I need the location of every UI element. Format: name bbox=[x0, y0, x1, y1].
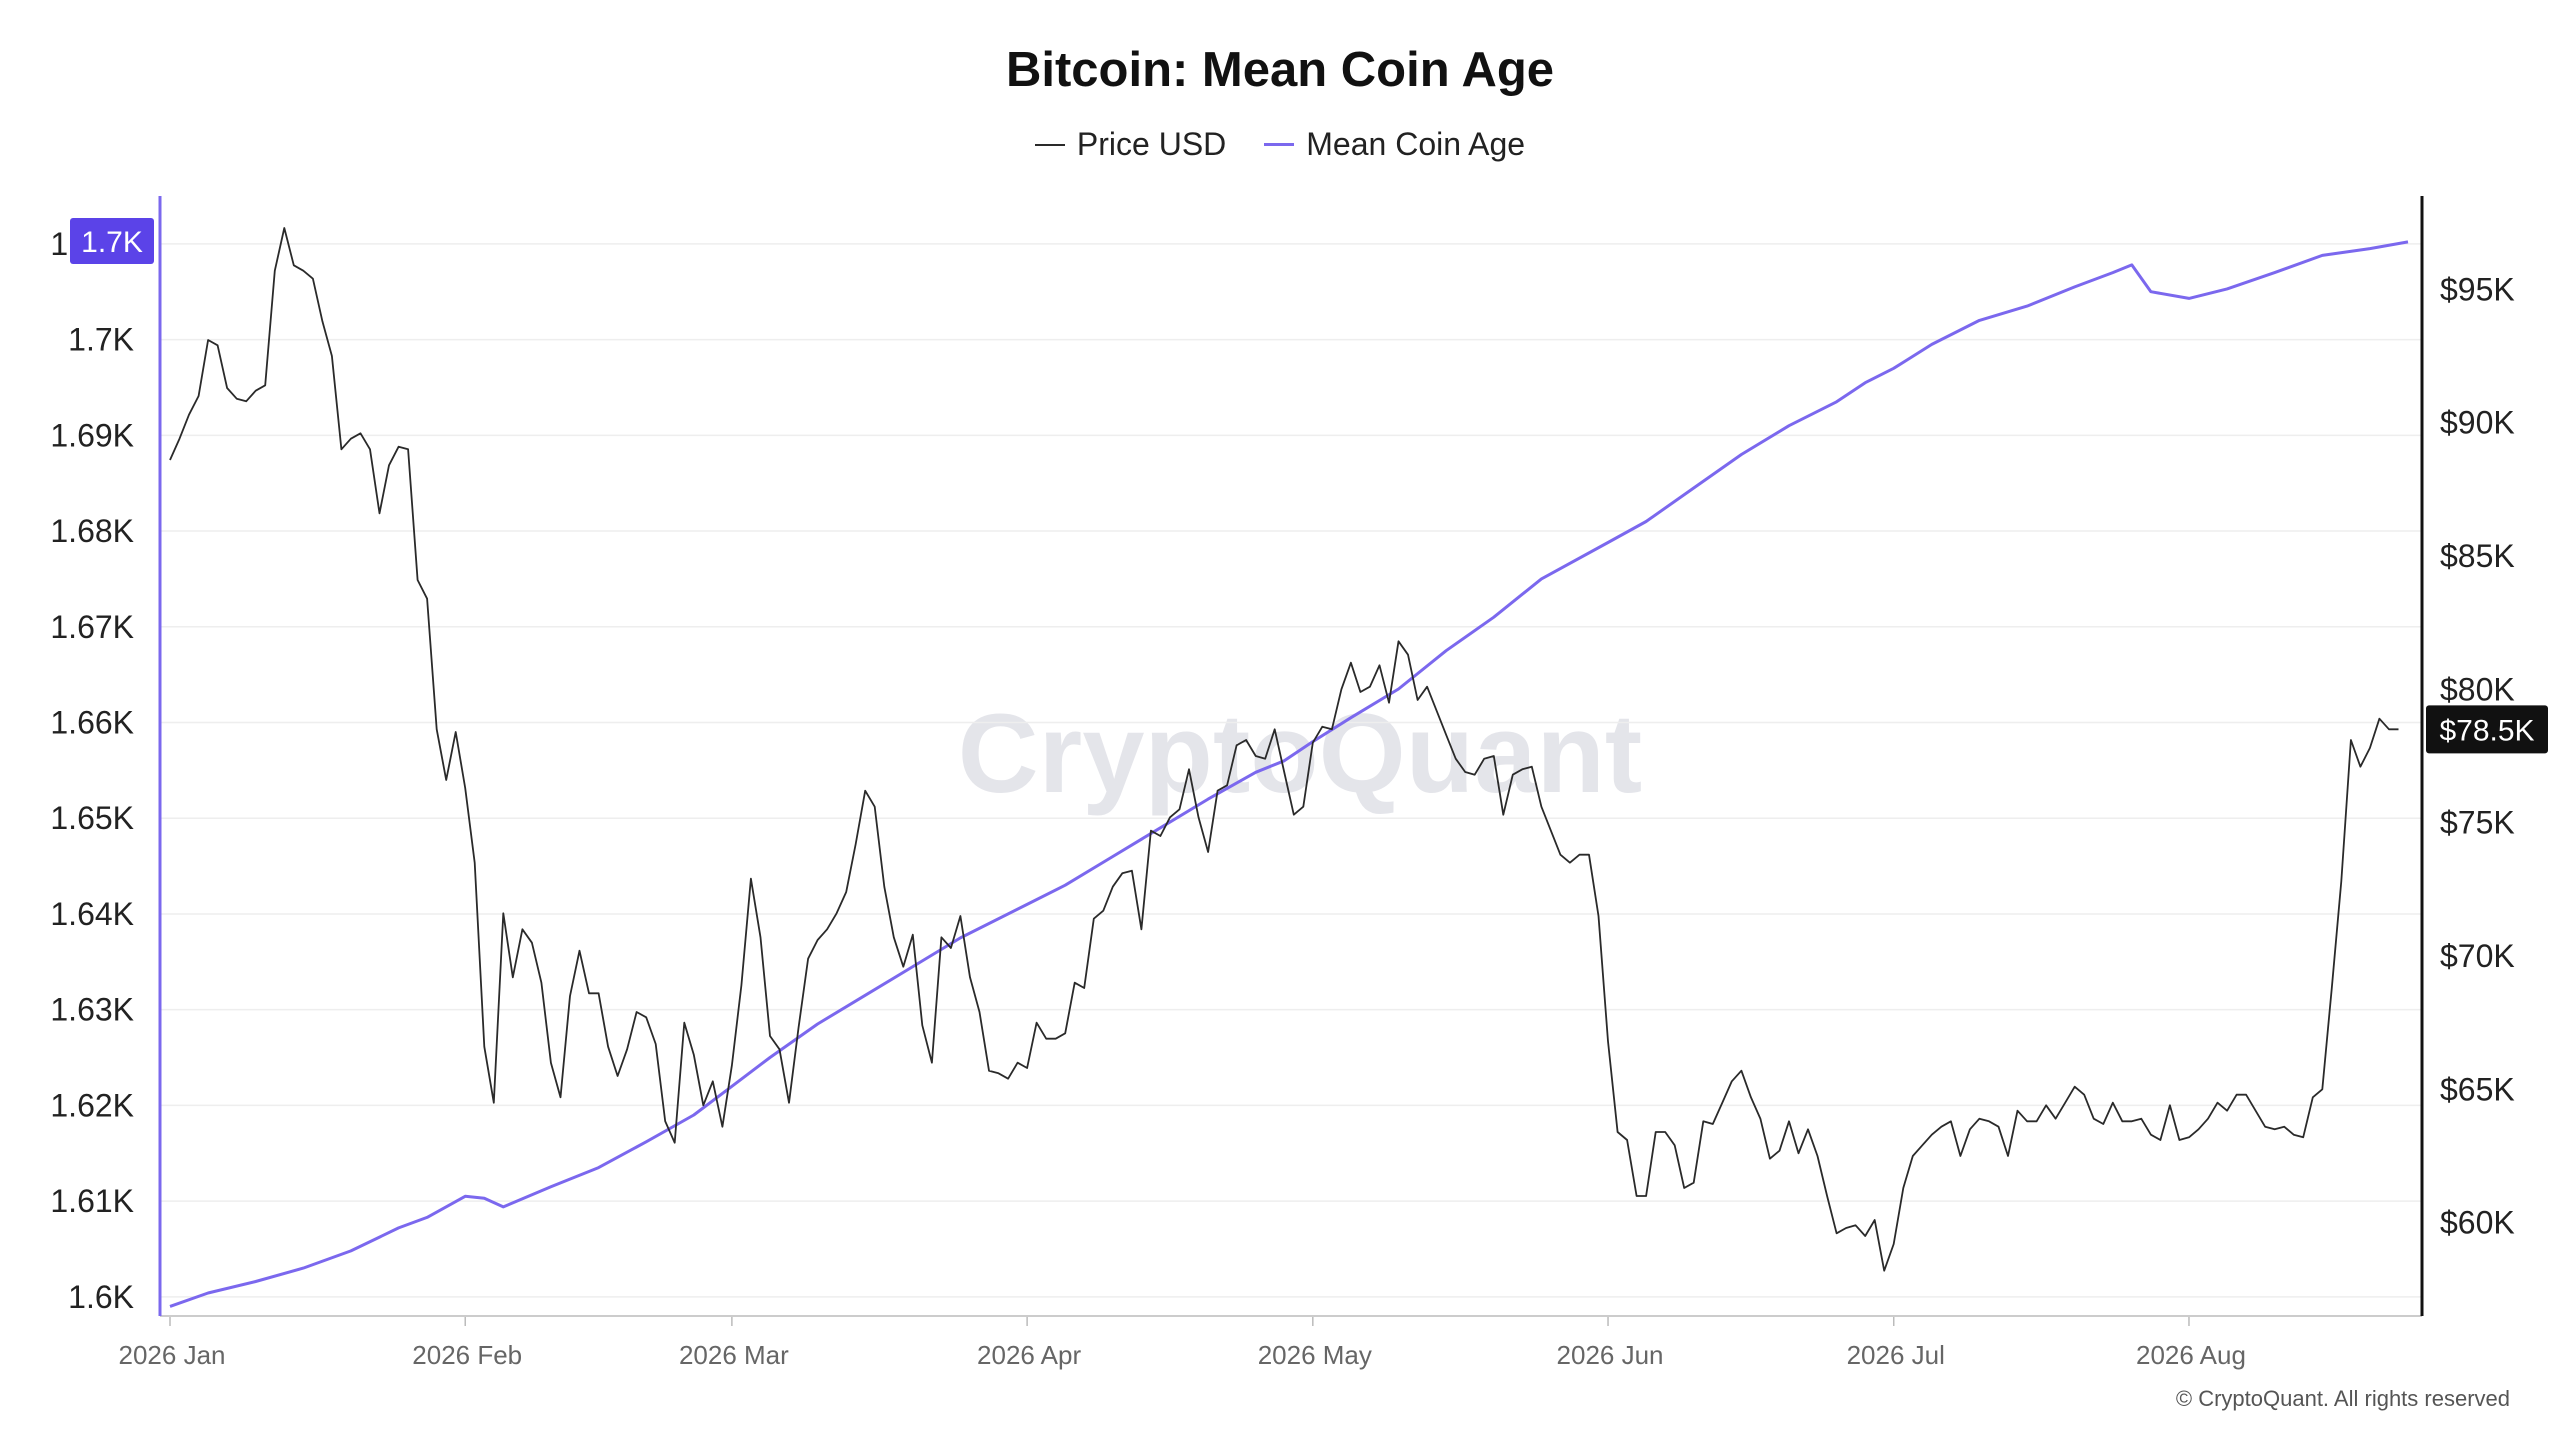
x-tick-label: 2026 Jun bbox=[1557, 1340, 1664, 1370]
x-tick-label: 2026 Feb bbox=[412, 1340, 522, 1370]
y-left-tick-label: 1.7K bbox=[68, 322, 134, 358]
copyright-notice: © CryptoQuant. All rights reserved bbox=[2175, 1386, 2510, 1411]
x-tick-label: 2026 Mar bbox=[679, 1340, 789, 1370]
legend-item-price[interactable]: Price USD bbox=[1034, 126, 1227, 163]
x-tick-label: 2026 Apr bbox=[977, 1340, 1081, 1370]
chart-legend: Price USD Mean Coin Age bbox=[0, 126, 2560, 163]
y-left-tick-label: 1.62K bbox=[50, 1087, 134, 1123]
y-right-tick-label: $75K bbox=[2440, 805, 2515, 841]
legend-item-coin-age[interactable]: Mean Coin Age bbox=[1264, 126, 1525, 163]
right-current-badge bbox=[2426, 705, 2548, 754]
tick-labels: 1.6K 1.61K 1.62K 1.63K 1.64K 1.65K 1.66K 1.67K 1… bbox=[50, 226, 2514, 1370]
legend-label-coin-age: Mean Coin Age bbox=[1306, 126, 1526, 162]
chart-title: Bitcoin: Mean Coin Age bbox=[1005, 43, 1555, 97]
axes bbox=[158, 196, 2424, 1326]
right-current-badge-label: $78.5K bbox=[2439, 714, 2534, 747]
y-right-tick-label: $85K bbox=[2440, 538, 2515, 574]
series-line-mean-coin-age bbox=[169, 240, 2409, 1308]
y-right-tick-label: $65K bbox=[2440, 1071, 2515, 1107]
y-left-tick-label: 1.65K bbox=[50, 800, 134, 836]
y-right-tick-label: $90K bbox=[2440, 405, 2515, 441]
x-tick-label: 2026 Jul bbox=[1847, 1340, 1945, 1370]
left-current-badge-label: 1.7K bbox=[81, 226, 143, 259]
y-left-tick-label: 1.61K bbox=[50, 1183, 134, 1219]
y-left-tick-label: 1.63K bbox=[50, 992, 134, 1028]
x-tick-label: 2026 Jan bbox=[119, 1340, 226, 1370]
y-left-tick-label: 1.6K bbox=[68, 1279, 134, 1315]
y-left-tick-label: 1.67K bbox=[50, 609, 134, 645]
current-value-badges: 1.7K $78.5K bbox=[70, 217, 2548, 754]
legend-label-price: Price USD bbox=[1076, 126, 1227, 162]
series-line-price-usd bbox=[169, 227, 2399, 1272]
grid-lines bbox=[160, 243, 2422, 1298]
y-left-tick-label: 1.69K bbox=[50, 417, 134, 453]
y-left-tick-label: 1.68K bbox=[50, 513, 134, 549]
series-lines bbox=[169, 227, 2409, 1308]
y-right-tick-label: $80K bbox=[2440, 671, 2515, 707]
x-tick-label: 2026 May bbox=[1258, 1340, 1372, 1370]
legend-swatch-price bbox=[1034, 143, 1065, 146]
y-right-tick-label: $95K bbox=[2440, 271, 2515, 307]
left-current-badge bbox=[70, 217, 154, 264]
legend-swatch-coin-age bbox=[1264, 143, 1295, 146]
watermark-text: CryptoQuant bbox=[958, 691, 1642, 816]
y-left-tick-label: 1.66K bbox=[50, 704, 134, 740]
y-left-tick-label: 1.64K bbox=[50, 896, 134, 932]
y-right-tick-label: $70K bbox=[2440, 938, 2515, 974]
y-right-tick-label: $60K bbox=[2440, 1205, 2515, 1241]
x-tick-label: 2026 Aug bbox=[2136, 1340, 2246, 1370]
